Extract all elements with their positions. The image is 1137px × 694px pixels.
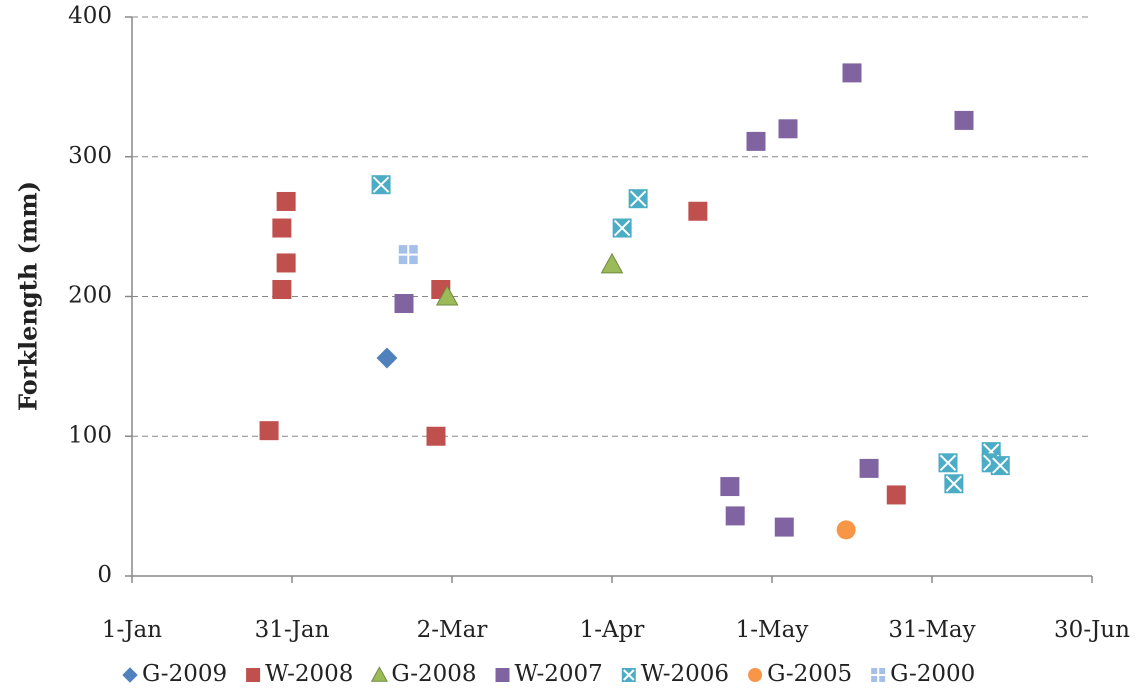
y-tick-label: 0 (97, 562, 112, 588)
marker-cross (613, 219, 631, 237)
marker-cross (945, 475, 963, 492)
marker (842, 63, 862, 83)
marker (720, 477, 740, 497)
marker-cross (871, 668, 886, 682)
y-tick-label: 100 (68, 422, 112, 448)
legend-swatch (370, 666, 388, 682)
marker (272, 218, 292, 238)
y-axis-label: Forklength (mm) (14, 181, 43, 411)
marker (426, 426, 446, 446)
x-tick-label: 1-Apr (580, 617, 645, 643)
marker (600, 252, 624, 274)
marker (688, 201, 708, 221)
marker (778, 119, 798, 139)
marker-cross (372, 176, 390, 193)
marker (774, 517, 794, 537)
marker-cross (629, 190, 647, 207)
legend-label: W-2006 (641, 661, 729, 687)
x-tick-label: 30-Jun (1054, 617, 1130, 643)
x-tick-label: 31-May (888, 617, 975, 643)
legend-label: G-2008 (391, 661, 476, 687)
legend-label: G-2000 (890, 661, 975, 687)
x-tick-label: 31-Jan (255, 617, 330, 643)
marker (886, 485, 906, 505)
marker (394, 293, 414, 313)
marker-cross (939, 454, 957, 472)
x-tick-label: 1-Jan (102, 617, 162, 643)
marker (259, 421, 279, 441)
x-tick-label: 1-May (736, 617, 809, 643)
marker (836, 520, 856, 540)
marker (435, 285, 459, 306)
marker (272, 280, 292, 300)
marker-cross (623, 669, 635, 681)
legend-swatch (495, 668, 510, 682)
legend-label: W-2008 (265, 661, 353, 687)
y-tick-label: 400 (68, 3, 112, 29)
marker (376, 347, 398, 369)
marker (859, 458, 879, 478)
legend-label: G-2005 (767, 661, 852, 687)
marker-cross (398, 245, 418, 265)
legend-label: W-2007 (515, 661, 603, 687)
y-tick-label: 200 (68, 283, 112, 309)
marker (276, 191, 296, 211)
legend-label: G-2009 (142, 661, 227, 687)
legend-swatch (122, 667, 138, 683)
y-tick-label: 300 (68, 143, 112, 169)
marker (725, 506, 745, 526)
legend-swatch (246, 668, 261, 682)
x-tick-label: 2-Mar (417, 617, 488, 643)
marker (276, 253, 296, 273)
marker (746, 131, 766, 151)
marker (954, 110, 974, 130)
legend-swatch (748, 668, 763, 682)
marker-cross (992, 457, 1009, 474)
